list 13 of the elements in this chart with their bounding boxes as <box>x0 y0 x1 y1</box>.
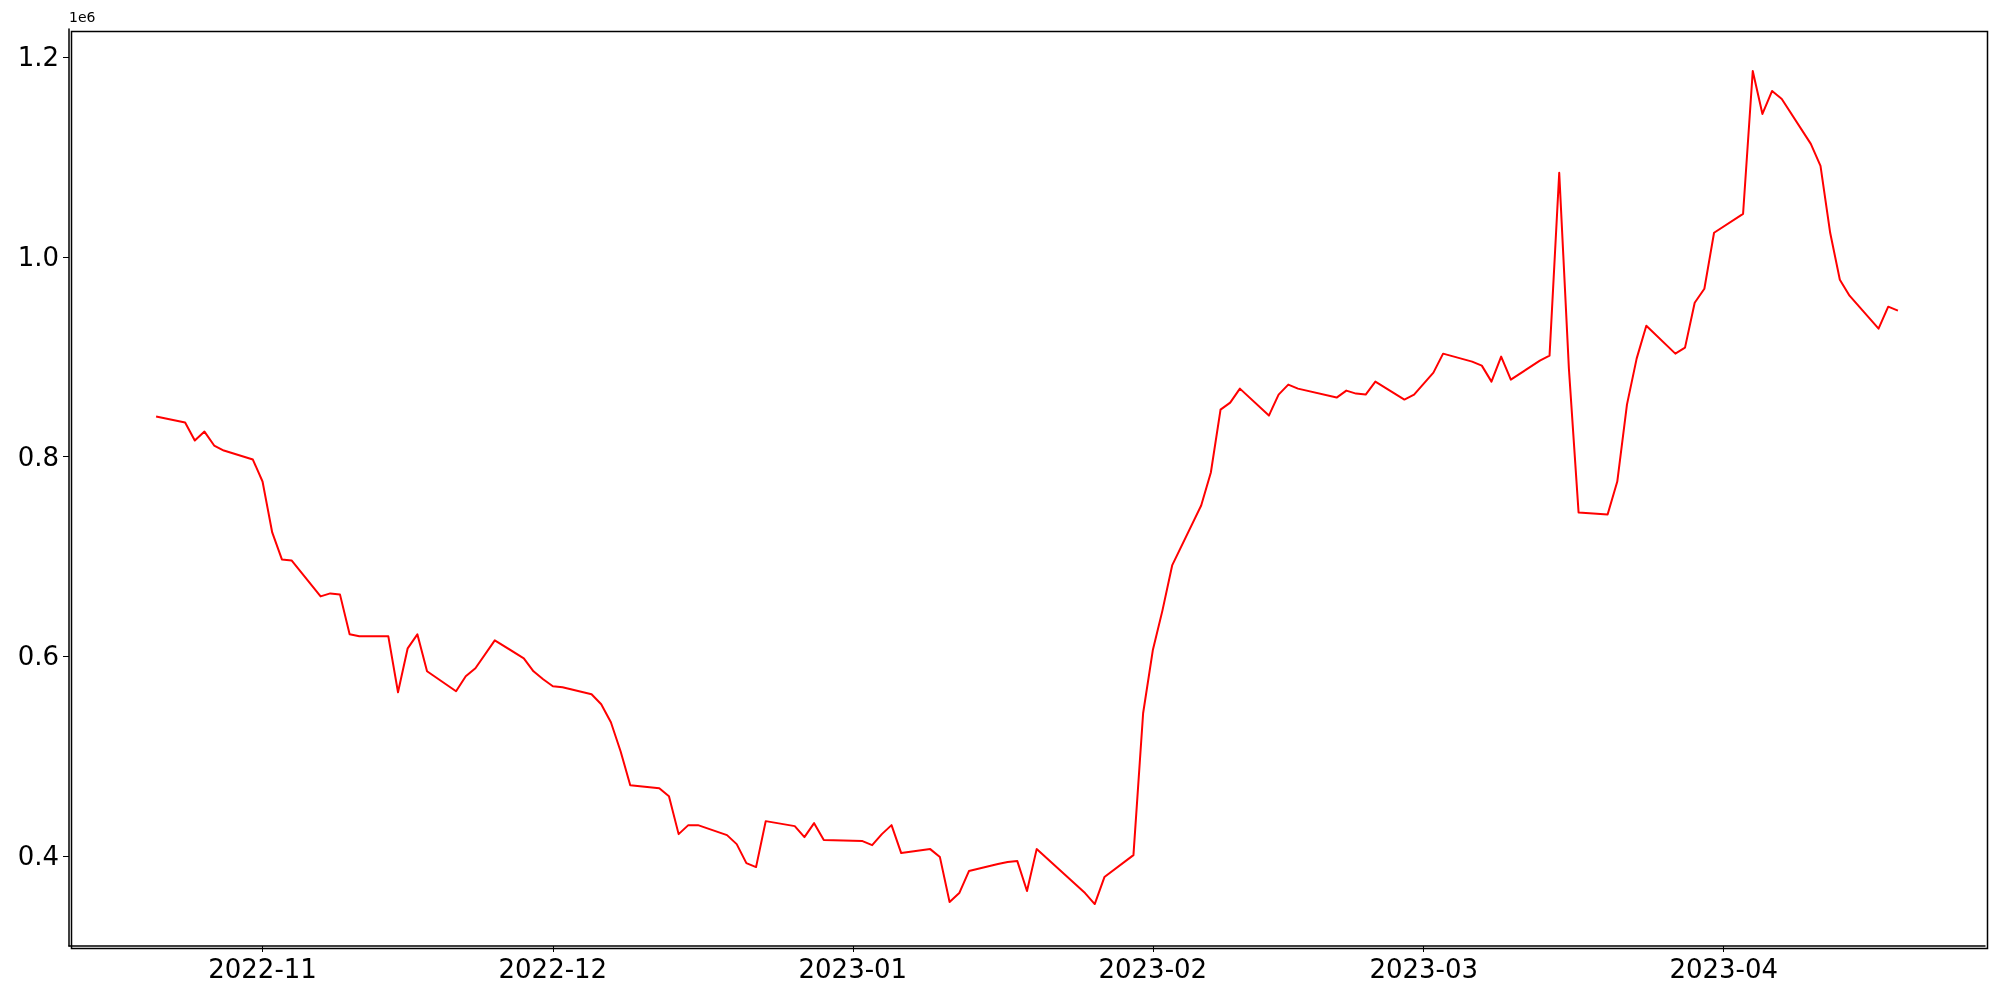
x-tick-label: 2023-01 <box>798 954 908 984</box>
x-tick-label: 2023-03 <box>1369 954 1479 984</box>
x-tick-label: 2023-04 <box>1669 954 1779 984</box>
y-tick-label: 0.8 <box>17 441 59 472</box>
y-tick-label: 0.4 <box>17 841 59 872</box>
line-series <box>155 69 1899 906</box>
y-tick-label: 1.2 <box>17 41 59 72</box>
y-tick-label: 1.0 <box>17 241 59 272</box>
x-tick-label: 2023-02 <box>1098 954 1208 984</box>
x-tick-label: 2022-12 <box>498 954 608 984</box>
x-tick-label: 2022-11 <box>208 954 317 984</box>
text: 1e6 <box>69 9 96 25</box>
y-tick-label: 0.6 <box>17 641 59 672</box>
